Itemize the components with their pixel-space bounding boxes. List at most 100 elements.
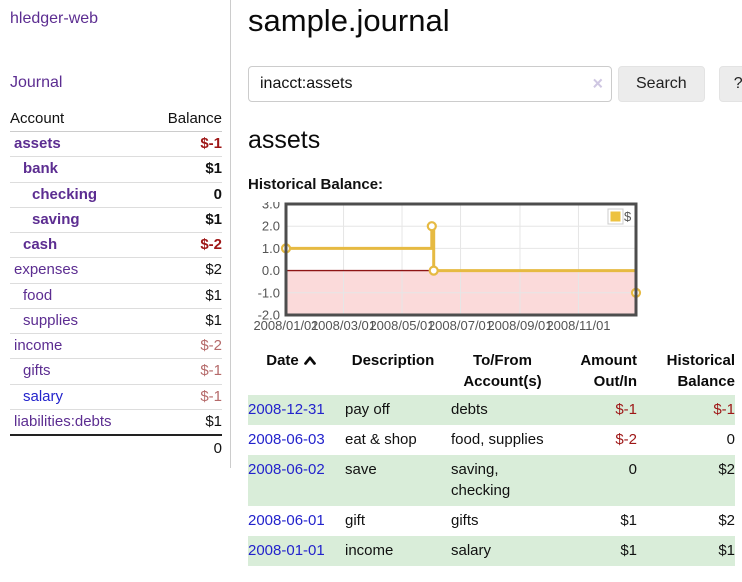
- account-link-supplies[interactable]: supplies: [23, 311, 79, 329]
- account-row: liabilities:debts $1: [10, 409, 222, 435]
- transaction-date-link[interactable]: 2008-06-03: [248, 430, 325, 448]
- account-name-cell: food: [10, 283, 149, 309]
- register-description-cell: gift: [345, 512, 366, 530]
- account-row: income $-2: [10, 333, 222, 360]
- account-row: saving $1: [10, 207, 222, 234]
- register-row: 2008-06-01 gift gifts $1 $2: [248, 506, 735, 536]
- register-date-cell: 2008-06-01: [248, 506, 345, 536]
- account-link-income[interactable]: income: [14, 337, 63, 354]
- register-row: 2008-06-02 save saving, checking 0 $2: [248, 454, 735, 507]
- sidebar: hledger-web Journal Account Balance asse…: [0, 0, 231, 469]
- account-balance: $1: [148, 207, 222, 234]
- accounts-header-account: Account: [10, 107, 149, 132]
- account-link-checking[interactable]: checking: [32, 185, 98, 203]
- accounts-total-value: 0: [148, 433, 222, 463]
- register-balance-cell: $1: [718, 541, 735, 559]
- register-table: Date Description To/From Account(s) Amount…: [248, 347, 735, 566]
- chart-title: Historical Balance:: [248, 176, 384, 194]
- account-row: food $1: [10, 283, 222, 309]
- transaction-date-link[interactable]: 2008-12-31: [248, 401, 325, 419]
- account-link-liabilities:debts[interactable]: liabilities:debts: [14, 412, 112, 430]
- nav-journal-link[interactable]: Journal: [10, 74, 63, 91]
- register-date-cell: 2008-01-01: [248, 536, 345, 566]
- account-row: supplies $1: [10, 308, 222, 335]
- register-col-description: Description: [351, 352, 435, 370]
- transaction-date-link[interactable]: 2008-06-02: [248, 460, 325, 478]
- account-name-cell: saving: [10, 207, 149, 234]
- account-row: checking 0: [10, 182, 222, 208]
- account-balance: $1: [205, 412, 222, 430]
- accounts-header-balance: Balance: [148, 107, 222, 132]
- account-balance: $-1: [148, 384, 222, 410]
- register-amount-cell: $-2: [615, 430, 637, 448]
- account-balance: $1: [148, 156, 222, 183]
- accounts-total-row: 0: [10, 433, 222, 463]
- register-date-cell: 2008-12-31: [248, 395, 345, 425]
- svg-text:2008/01/01: 2008/01/01: [253, 318, 318, 333]
- svg-text:-2.0: -2.0: [258, 308, 280, 323]
- transaction-date-link[interactable]: 2008-01-01: [248, 541, 325, 559]
- search-bar: × Search ?: [248, 66, 742, 103]
- account-balance: $-1: [148, 131, 222, 158]
- svg-text:2008/11/01: 2008/11/01: [546, 318, 610, 333]
- account-name-cell: expenses: [10, 257, 149, 284]
- account-balance: $2: [148, 257, 222, 284]
- account-link-food[interactable]: food: [23, 286, 53, 304]
- register-col-amount-out-in: Amount Out/In: [580, 352, 637, 391]
- register-accounts-cell: saving, checking: [451, 460, 511, 500]
- register-col-date[interactable]: Date: [248, 347, 345, 395]
- register-row: 2008-01-01 income salary $1 $1: [248, 535, 735, 566]
- account-balance: $-2: [148, 333, 222, 360]
- accounts-header-row: Account Balance: [10, 107, 222, 132]
- historical-balance-chart: $3.0 2.0 1.0 0.0 -1.0 -2.0 2008/01/01 2008/03/0…: [248, 202, 742, 336]
- account-row: expenses $2: [10, 257, 222, 284]
- register-description-cell: income: [345, 541, 394, 559]
- account-link-salary[interactable]: salary: [23, 387, 64, 405]
- svg-text:2.0: 2.0: [262, 219, 280, 234]
- clear-search-icon[interactable]: ×: [592, 73, 603, 94]
- account-name-cell: assets: [10, 131, 149, 158]
- svg-text:$: $: [624, 209, 632, 224]
- account-row: salary $-1: [10, 384, 222, 410]
- svg-text:2008/07/01: 2008/07/01: [428, 318, 493, 333]
- page-title: sample.journal: [248, 3, 450, 38]
- account-row: gifts $-1: [10, 358, 222, 385]
- search-input[interactable]: [248, 66, 612, 103]
- register-description-cell: save: [345, 460, 377, 478]
- brand-link[interactable]: hledger-web: [10, 10, 99, 27]
- account-name-cell: gifts: [10, 358, 149, 385]
- help-button[interactable]: ?: [718, 66, 742, 103]
- register-accounts-cell: gifts: [451, 512, 479, 530]
- account-link-gifts[interactable]: gifts: [23, 362, 51, 380]
- search-button[interactable]: Search: [618, 66, 705, 103]
- sort-ascending-icon: [303, 356, 316, 366]
- svg-text:2008/05/01: 2008/05/01: [369, 318, 434, 333]
- account-balance: $1: [148, 283, 222, 309]
- account-name-cell: checking: [10, 182, 149, 208]
- register-amount-cell: $1: [620, 541, 637, 559]
- register-description-cell: eat & shop: [345, 430, 417, 448]
- register-balance-cell: $2: [718, 512, 735, 530]
- page: hledger-web Journal Account Balance asse…: [0, 0, 742, 566]
- account-balance: $-2: [148, 232, 222, 259]
- account-link-assets[interactable]: assets: [14, 135, 61, 152]
- register-amount-cell: $1: [620, 512, 637, 530]
- account-row: bank $1: [10, 156, 222, 183]
- account-link-expenses[interactable]: expenses: [14, 261, 79, 279]
- transaction-date-link[interactable]: 2008-06-01: [248, 512, 325, 530]
- account-link-bank[interactable]: bank: [23, 160, 59, 178]
- account-link-cash[interactable]: cash: [23, 236, 58, 253]
- svg-text:2008/03/01: 2008/03/01: [311, 318, 376, 333]
- register-balance-cell: 0: [726, 430, 735, 448]
- svg-text:3.0: 3.0: [262, 202, 280, 212]
- accounts-table: Account Balance assets $-1 bank $1 check…: [10, 107, 222, 463]
- register-row: 2008-12-31 pay off debts $-1 $-1: [248, 395, 735, 425]
- svg-text:-1.0: -1.0: [258, 285, 280, 300]
- account-link-saving[interactable]: saving: [32, 210, 80, 228]
- register-date-cell: 2008-06-02: [248, 455, 345, 507]
- accounts-total-spacer: [10, 433, 149, 463]
- svg-text:0.0: 0.0: [262, 263, 280, 278]
- register-row: 2008-06-03 eat & shop food, supplies $-2…: [248, 425, 735, 455]
- search-box: ×: [248, 66, 612, 103]
- account-name-cell: bank: [10, 156, 149, 183]
